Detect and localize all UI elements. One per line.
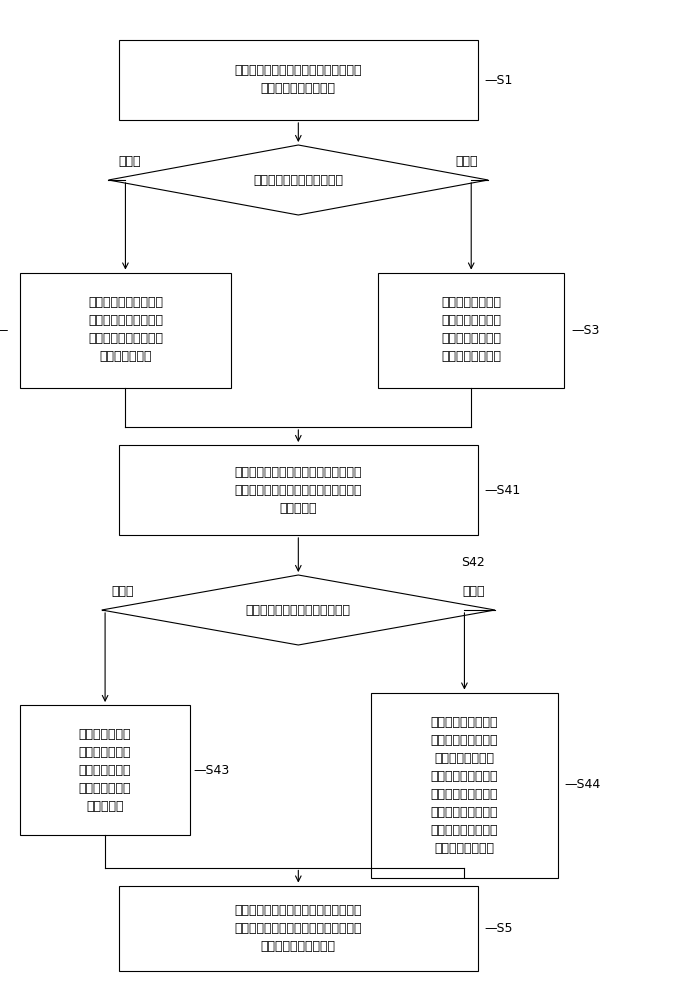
Text: 电动止回阀的开启
角度增加，电动止
回阀将跑烟信息上
报至室外控制系统: 电动止回阀的开启 角度增加，电动止 回阀将跑烟信息上 报至室外控制系统 — [441, 296, 501, 363]
Polygon shape — [102, 575, 495, 645]
Bar — [372, 692, 558, 878]
Text: —S1: —S1 — [485, 74, 513, 87]
Bar — [20, 272, 231, 387]
Text: 无跑烟: 无跑烟 — [119, 155, 141, 168]
Bar — [119, 445, 478, 535]
Text: 室外主风机以当
前的挡位持续运
行，上报的电动
止回阀维持当前
的开启角度: 室外主风机以当 前的挡位持续运 行，上报的电动 止回阀维持当前 的开启角度 — [79, 728, 132, 812]
Text: —S41: —S41 — [485, 484, 521, 496]
Text: —S44: —S44 — [565, 778, 601, 792]
Text: —S43: —S43 — [193, 764, 229, 776]
Bar — [119, 40, 478, 120]
Text: 有跑烟: 有跑烟 — [462, 585, 485, 598]
Text: —S5: —S5 — [485, 922, 513, 934]
Text: 未上报的电动止回阀进一步的减小开启
角度，直至达到使对应的室内烟机保持
无跑烟的最小角度为止: 未上报的电动止回阀进一步的减小开启 角度，直至达到使对应的室内烟机保持 无跑烟的… — [235, 904, 362, 952]
Polygon shape — [108, 145, 488, 215]
Text: 继续实时检测室内烟机有无跑烟: 继续实时检测室内烟机有无跑烟 — [246, 603, 351, 616]
Text: S42: S42 — [461, 556, 485, 569]
Bar — [20, 705, 190, 835]
Text: 室内烟机启动，与之相对应的电动止回
阀同步开启到预设角度: 室内烟机启动，与之相对应的电动止回 阀同步开启到预设角度 — [235, 64, 362, 96]
Text: 无跑烟: 无跑烟 — [112, 585, 134, 598]
Text: 电动止回阀的开启角度
减小，直至达到使对应
的室内烟机保持无跑烟
的最小角度为止: 电动止回阀的开启角度 减小，直至达到使对应 的室内烟机保持无跑烟 的最小角度为止 — [88, 296, 163, 363]
Text: 有跑烟: 有跑烟 — [456, 155, 478, 168]
Text: S2—: S2— — [0, 324, 8, 336]
Text: 室外控制系统接收到跑烟信息后，控制
室外主风机启动，并使室外主风机以一
定挡位运行: 室外控制系统接收到跑烟信息后，控制 室外主风机启动，并使室外主风机以一 定挡位运… — [235, 466, 362, 514]
Text: 室外主风机进一步提
升风量，并以风量提
升后的挡位持续运
行，上报的电动止回
阀进一步的增加开启
角度，直至上报的电
动止回阀所对应的室
内烟机无跑烟为止: 室外主风机进一步提 升风量，并以风量提 升后的挡位持续运 行，上报的电动止回 阀… — [431, 716, 498, 854]
Text: —S3: —S3 — [571, 324, 599, 336]
Text: 实时检测室内烟机有无跑烟: 实时检测室内烟机有无跑烟 — [254, 174, 343, 186]
Bar — [119, 886, 478, 970]
Bar — [378, 272, 564, 387]
